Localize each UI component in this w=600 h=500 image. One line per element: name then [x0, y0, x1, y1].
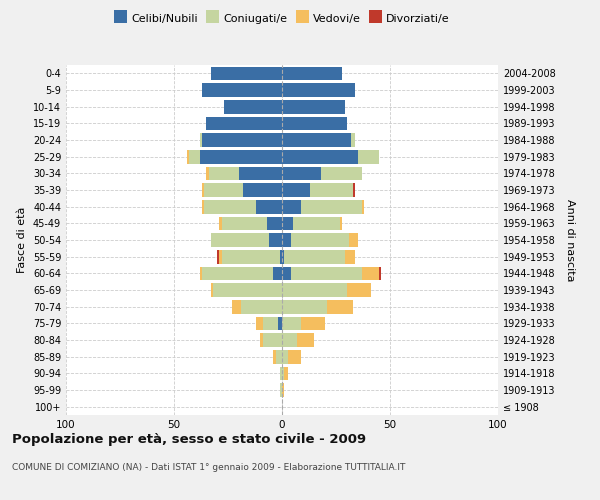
Bar — [289, 350, 301, 364]
Bar — [239, 166, 282, 180]
Bar — [328, 300, 353, 314]
Bar — [211, 283, 213, 297]
Bar — [290, 266, 362, 280]
Bar — [282, 200, 301, 213]
Bar — [187, 150, 189, 164]
Bar — [282, 316, 301, 330]
Bar — [362, 266, 379, 280]
Bar — [204, 200, 256, 213]
Bar — [267, 216, 282, 230]
Bar — [284, 250, 344, 264]
Bar — [349, 233, 358, 247]
Bar — [282, 333, 297, 347]
Y-axis label: Anni di nascita: Anni di nascita — [565, 198, 575, 281]
Bar — [340, 216, 343, 230]
Bar — [217, 250, 220, 264]
Bar — [282, 350, 289, 364]
Bar — [362, 200, 364, 213]
Bar — [202, 266, 274, 280]
Text: COMUNE DI COMIZIANO (NA) - Dati ISTAT 1° gennaio 2009 - Elaborazione TUTTITALIA.: COMUNE DI COMIZIANO (NA) - Dati ISTAT 1°… — [12, 462, 406, 471]
Bar — [200, 133, 202, 147]
Bar — [275, 350, 282, 364]
Bar — [282, 300, 328, 314]
Bar — [220, 250, 221, 264]
Bar — [200, 150, 282, 164]
Bar — [282, 266, 290, 280]
Bar — [321, 166, 362, 180]
Bar — [280, 366, 282, 380]
Bar — [221, 216, 267, 230]
Bar — [280, 250, 282, 264]
Bar — [189, 150, 200, 164]
Bar — [202, 200, 204, 213]
Bar — [269, 233, 282, 247]
Bar — [351, 133, 355, 147]
Bar — [280, 383, 282, 397]
Bar — [274, 266, 282, 280]
Bar — [282, 100, 344, 114]
Bar — [353, 183, 355, 197]
Bar — [204, 183, 243, 197]
Bar — [206, 166, 209, 180]
Bar — [211, 66, 282, 80]
Legend: Celibi/Nubili, Coniugati/e, Vedovi/e, Divorziati/e: Celibi/Nubili, Coniugati/e, Vedovi/e, Di… — [112, 10, 452, 26]
Bar — [232, 300, 241, 314]
Bar — [256, 316, 263, 330]
Bar — [211, 233, 269, 247]
Bar — [221, 250, 280, 264]
Bar — [301, 316, 325, 330]
Bar — [220, 216, 221, 230]
Bar — [282, 116, 347, 130]
Bar — [202, 183, 204, 197]
Bar — [290, 233, 349, 247]
Bar — [200, 266, 202, 280]
Bar — [209, 166, 239, 180]
Bar — [278, 316, 282, 330]
Text: Popolazione per età, sesso e stato civile - 2009: Popolazione per età, sesso e stato civil… — [12, 432, 366, 446]
Bar — [282, 183, 310, 197]
Bar — [282, 283, 347, 297]
Bar — [282, 383, 284, 397]
Bar — [297, 333, 314, 347]
Bar — [310, 183, 353, 197]
Bar — [282, 166, 321, 180]
Bar — [293, 216, 340, 230]
Bar — [202, 133, 282, 147]
Bar — [241, 300, 282, 314]
Bar — [301, 200, 362, 213]
Bar — [274, 350, 275, 364]
Bar — [379, 266, 382, 280]
Bar — [282, 233, 290, 247]
Bar — [206, 116, 282, 130]
Bar — [243, 183, 282, 197]
Bar — [260, 333, 263, 347]
Bar — [224, 100, 282, 114]
Bar — [213, 283, 282, 297]
Bar — [282, 250, 284, 264]
Bar — [282, 66, 343, 80]
Bar — [282, 83, 355, 97]
Bar — [282, 216, 293, 230]
Bar — [344, 250, 355, 264]
Bar — [358, 150, 379, 164]
Bar — [347, 283, 371, 297]
Bar — [202, 83, 282, 97]
Bar — [284, 366, 289, 380]
Bar — [282, 366, 284, 380]
Bar — [282, 150, 358, 164]
Y-axis label: Fasce di età: Fasce di età — [17, 207, 27, 273]
Bar — [282, 133, 351, 147]
Bar — [263, 316, 278, 330]
Bar — [263, 333, 282, 347]
Bar — [256, 200, 282, 213]
